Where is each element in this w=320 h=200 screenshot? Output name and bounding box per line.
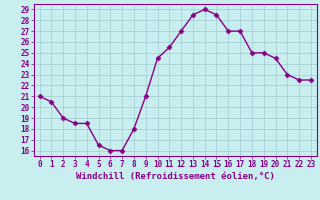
X-axis label: Windchill (Refroidissement éolien,°C): Windchill (Refroidissement éolien,°C) [76,172,275,181]
